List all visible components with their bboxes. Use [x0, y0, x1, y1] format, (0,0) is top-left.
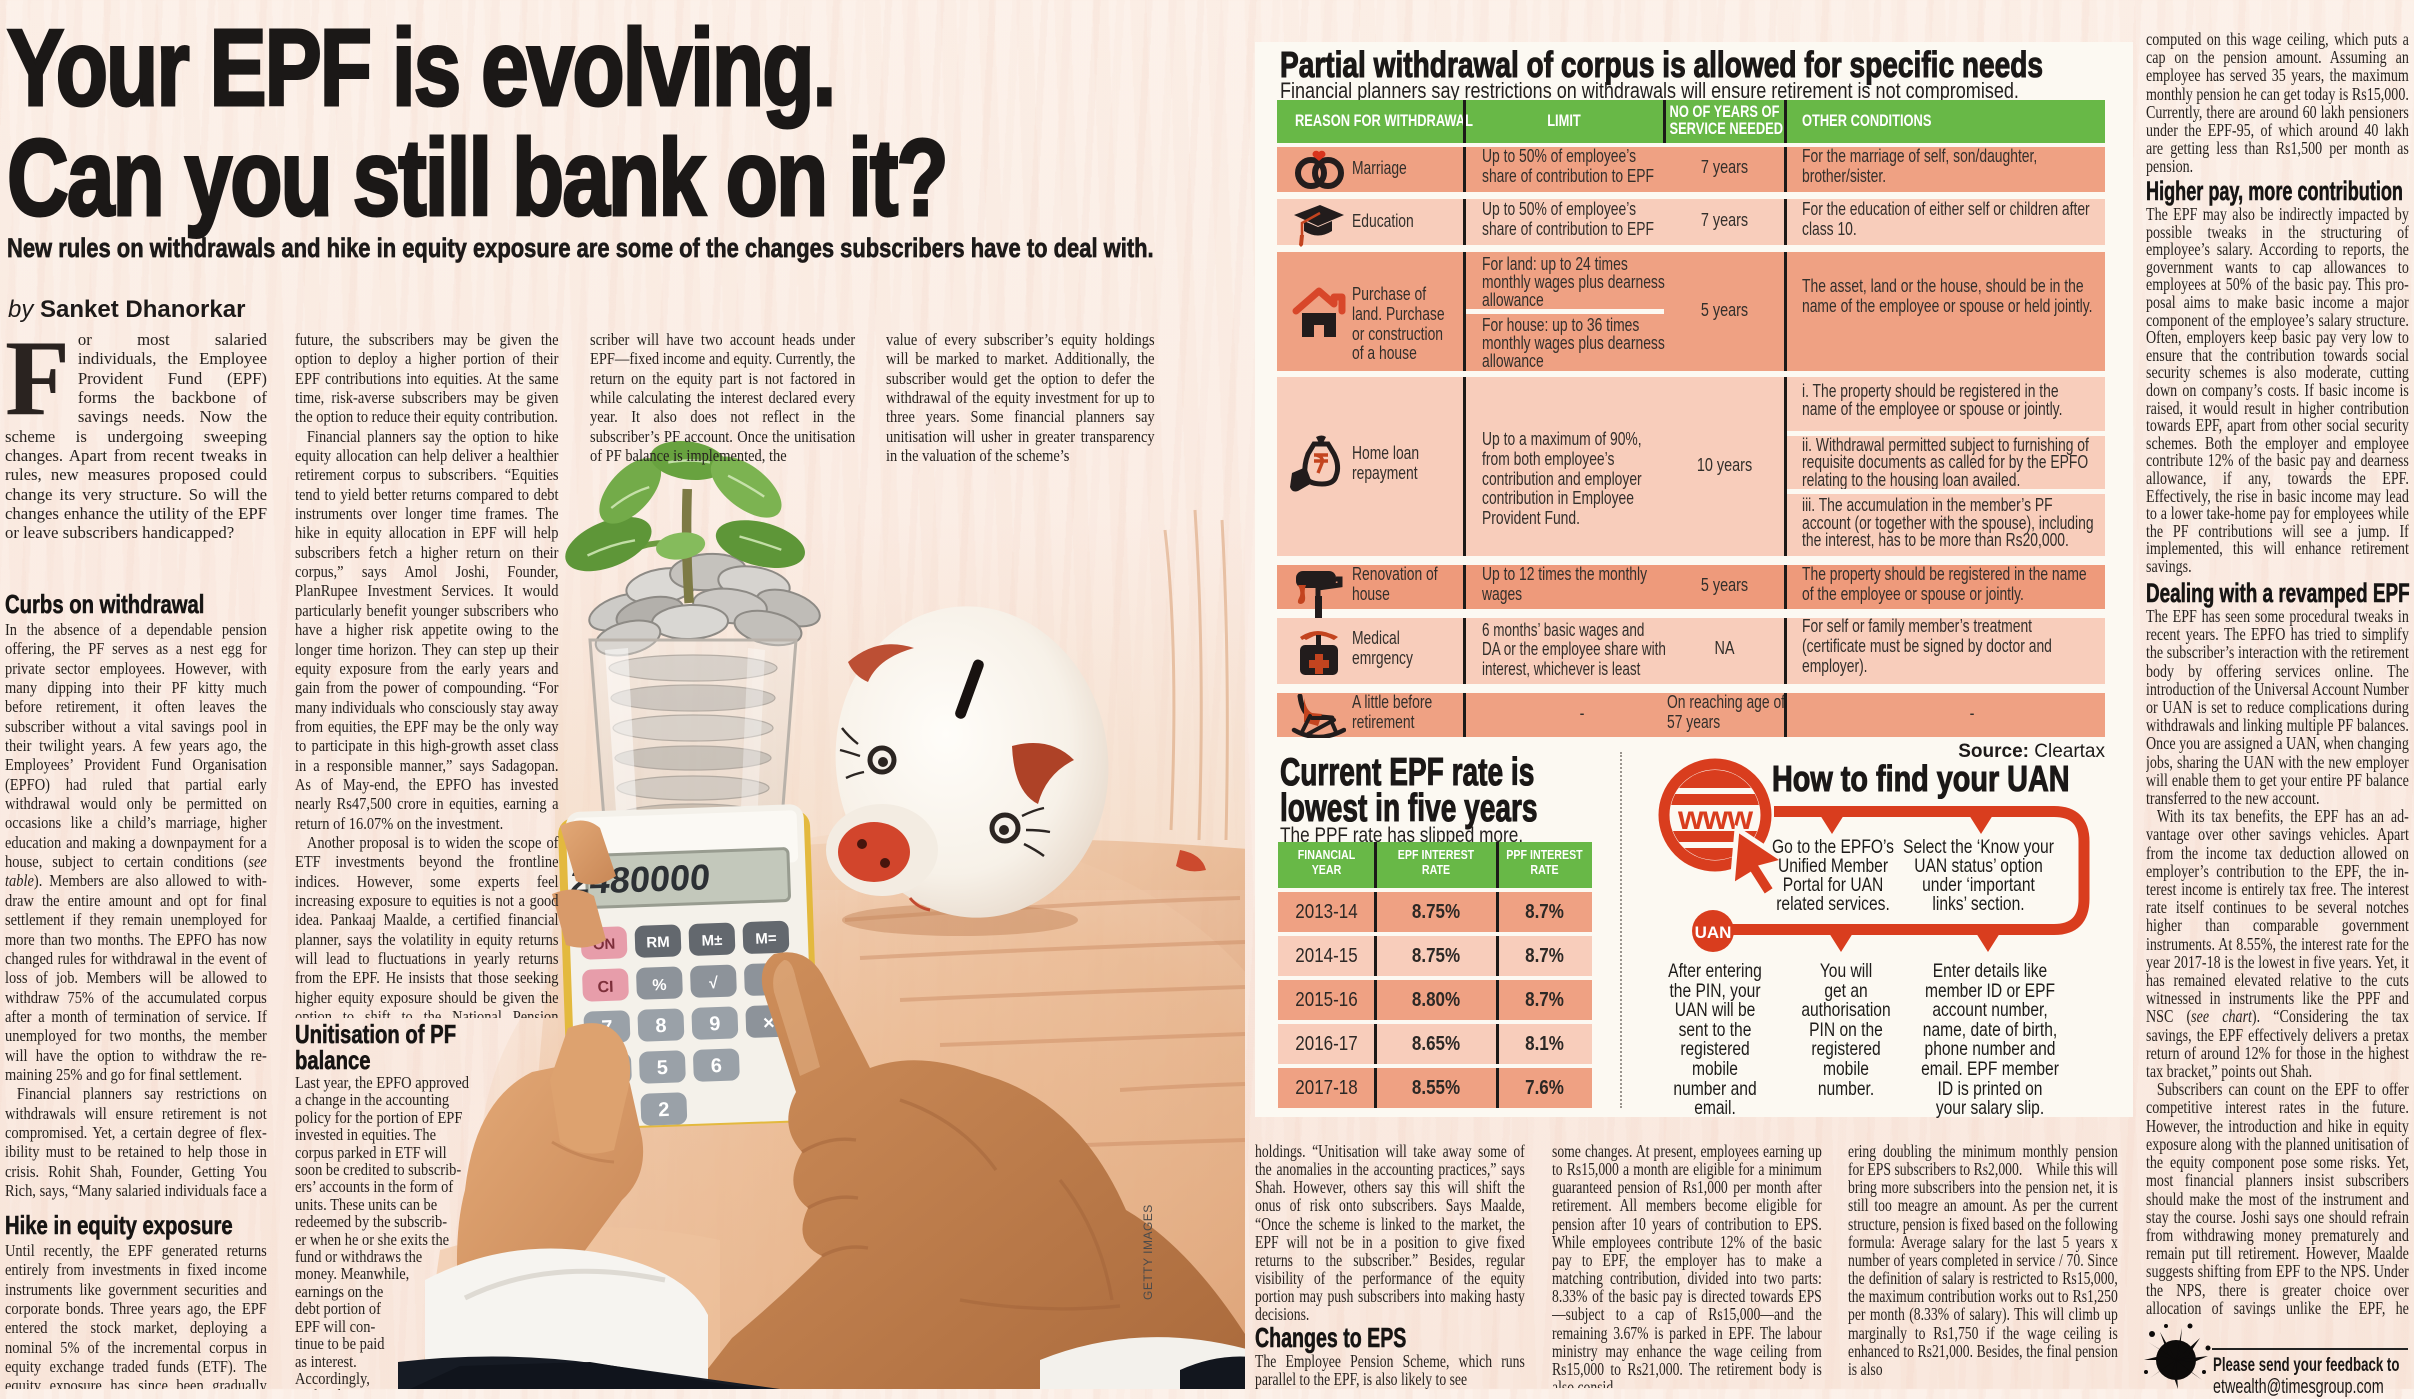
- svg-text:9: 9: [709, 1013, 721, 1035]
- svg-text:UAN: UAN: [1695, 923, 1732, 942]
- svg-text:%: %: [652, 977, 667, 994]
- svg-text:M=: M=: [755, 930, 777, 948]
- svg-text:CI: CI: [597, 979, 614, 997]
- svg-text:2: 2: [658, 1099, 670, 1121]
- svg-text:√: √: [709, 975, 719, 992]
- svg-text:M±: M±: [701, 932, 722, 950]
- svg-text:RM: RM: [646, 934, 670, 952]
- svg-text:5: 5: [656, 1057, 668, 1079]
- svg-text:8: 8: [655, 1015, 667, 1037]
- svg-text:6: 6: [710, 1055, 722, 1077]
